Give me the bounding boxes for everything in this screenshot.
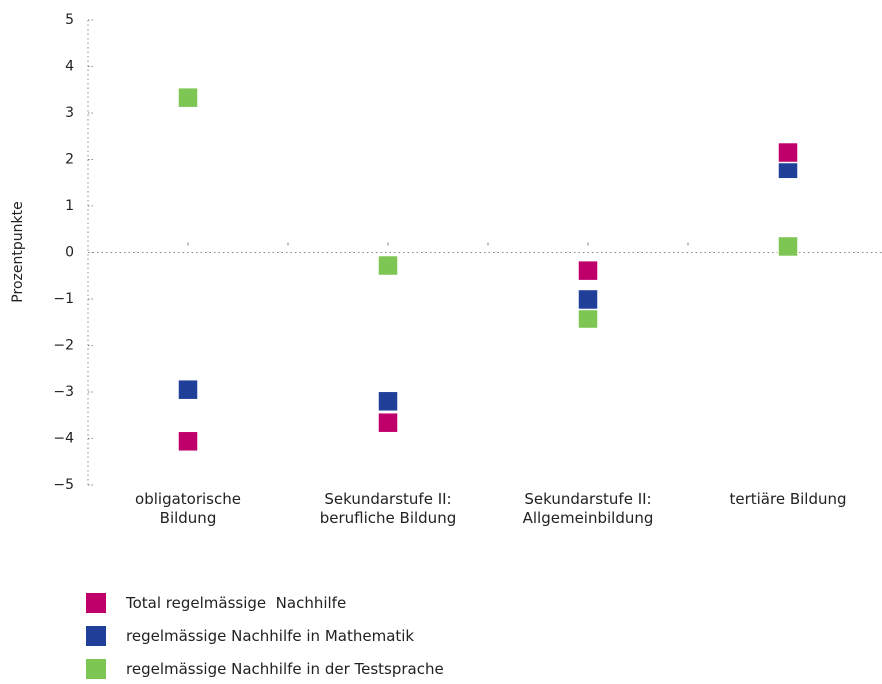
marker bbox=[577, 288, 599, 311]
y-tick-label: 5 bbox=[65, 12, 74, 28]
marker bbox=[377, 411, 399, 434]
marker bbox=[177, 86, 199, 109]
y-tick-label: −2 bbox=[53, 338, 74, 354]
marker bbox=[577, 259, 599, 282]
legend-label: Total regelmässige Nachhilfe bbox=[126, 594, 347, 612]
marker bbox=[777, 235, 799, 258]
legend-swatch bbox=[86, 626, 106, 646]
marker bbox=[177, 378, 199, 401]
y-tick-label: 3 bbox=[65, 105, 74, 121]
y-tick-label: 1 bbox=[65, 198, 74, 214]
x-tick-label: tertiäre Bildung bbox=[729, 490, 847, 508]
legend-label: regelmässige Nachhilfe in der Testsprach… bbox=[126, 660, 444, 678]
y-axis-label: Prozentpunkte bbox=[10, 201, 26, 302]
x-tick-label: Sekundarstufe II: berufliche Bildung bbox=[319, 490, 457, 527]
legend-label: regelmässige Nachhilfe in Mathematik bbox=[126, 627, 415, 645]
y-tick-label: −4 bbox=[53, 431, 74, 447]
y-tick-label: 4 bbox=[65, 59, 74, 75]
y-tick-label: 2 bbox=[65, 152, 74, 168]
x-tick-label: obligatorische Bildung bbox=[135, 490, 241, 527]
y-tick-label: 0 bbox=[65, 245, 74, 261]
marker bbox=[377, 254, 399, 277]
marker bbox=[577, 307, 599, 330]
marker bbox=[177, 430, 199, 453]
marker bbox=[377, 390, 399, 413]
marker bbox=[777, 141, 799, 164]
legend-swatch bbox=[86, 593, 106, 613]
y-tick-label: −3 bbox=[53, 384, 74, 400]
y-tick-label: −5 bbox=[53, 477, 74, 493]
x-tick-label: Sekundarstufe II: Allgemeinbildung bbox=[522, 490, 654, 527]
legend-swatch bbox=[86, 659, 106, 679]
y-tick-label: −1 bbox=[53, 291, 74, 307]
